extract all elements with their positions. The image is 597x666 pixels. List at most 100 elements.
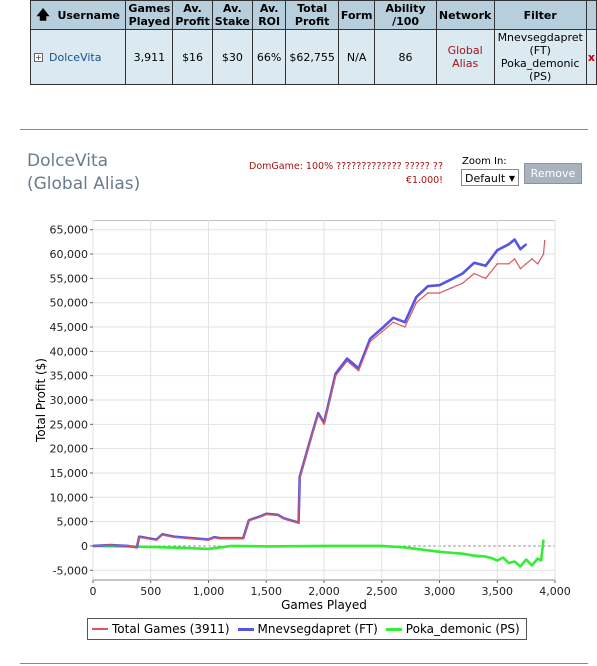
- data-point-ps: [502, 556, 504, 559]
- zoom-select[interactable]: Default ▼: [461, 169, 519, 186]
- legend-swatch-ps: [385, 627, 402, 631]
- data-point-total: [392, 321, 395, 323]
- data-point-total: [484, 277, 487, 280]
- data-point-ft: [392, 317, 395, 319]
- data-point-ft: [346, 357, 348, 360]
- cell-games-played: 3,911: [125, 29, 174, 85]
- y-tick-label: 55,000: [50, 272, 89, 285]
- data-point-total: [473, 272, 475, 275]
- data-point-total: [126, 545, 129, 547]
- username-link[interactable]: DolceVita: [49, 50, 102, 64]
- data-point-total: [219, 537, 221, 540]
- chart-grid: [92, 220, 556, 581]
- legend-label-total: Total Games (3911): [112, 622, 230, 636]
- cell-form: N/A: [337, 29, 376, 85]
- data-point-ft: [473, 262, 475, 264]
- data-point-ps: [542, 539, 545, 541]
- data-point-ps: [508, 562, 510, 564]
- cell-av-stake: $30: [211, 29, 253, 85]
- data-point-ft: [513, 238, 516, 241]
- column-header-username[interactable]: 🡅 Username: [29, 0, 127, 30]
- data-point-total: [531, 258, 533, 260]
- series-line-total: [92, 240, 546, 548]
- data-point-total: [438, 292, 441, 294]
- data-point-ft: [484, 264, 487, 267]
- sort-up-arrow-icon[interactable]: 🡅: [36, 7, 50, 23]
- remove-button[interactable]: Remove: [524, 163, 582, 184]
- network-link[interactable]: Global Alias: [447, 44, 483, 70]
- chevron-down-icon: ▼: [508, 174, 515, 183]
- y-tick-label: 60,000: [50, 248, 89, 261]
- expand-plus-icon[interactable]: +: [34, 53, 43, 62]
- data-point-ps: [496, 559, 499, 562]
- y-axis-label: Total Profit ($): [34, 358, 48, 443]
- data-point-ps: [540, 559, 542, 562]
- legend-label-ft: Mnevsegdapret (FT): [257, 622, 378, 636]
- data-point-total: [346, 360, 348, 362]
- data-point-ps: [519, 565, 522, 568]
- data-point-ps: [427, 549, 429, 552]
- chart-legend: Total Games (3911) Mnevsegdapret (FT) Po…: [87, 618, 527, 640]
- data-point-ft: [415, 296, 418, 298]
- data-point-total: [317, 413, 320, 416]
- cell-username: + DolceVita: [29, 29, 127, 85]
- data-point-ft: [519, 248, 522, 250]
- data-point-ps: [450, 552, 452, 554]
- data-point-total: [508, 263, 510, 265]
- data-point-total: [323, 423, 325, 426]
- data-point-total: [265, 513, 268, 516]
- data-point-total: [450, 287, 452, 289]
- y-tick-label: 25,000: [50, 418, 89, 431]
- data-point-total: [242, 537, 244, 540]
- legend-swatch-ft: [237, 627, 254, 631]
- data-point-ft: [525, 243, 527, 246]
- cell-network: Global Alias: [435, 29, 495, 85]
- cell-ability: 86: [374, 29, 437, 85]
- data-point-total: [415, 301, 418, 304]
- data-point-ps: [323, 545, 325, 547]
- data-point-total: [513, 258, 516, 260]
- x-tick-label: 3,500: [482, 585, 514, 598]
- data-point-ft: [381, 327, 383, 330]
- data-point-total: [213, 536, 216, 539]
- section-divider-top: [20, 129, 588, 130]
- column-header-form[interactable]: Form: [337, 0, 376, 30]
- column-header-av-stake[interactable]: Av. Stake: [211, 0, 253, 30]
- column-header-av-profit[interactable]: Av. Profit: [172, 0, 213, 30]
- data-point-total: [369, 340, 372, 343]
- data-point-total: [136, 546, 138, 549]
- column-header-filter: Filter: [493, 0, 587, 30]
- column-header-total-profit[interactable]: Total Profit: [285, 0, 339, 30]
- data-point-ps: [404, 546, 406, 549]
- data-point-ps: [207, 548, 210, 550]
- x-tick-label: 1,500: [251, 585, 283, 598]
- y-tick-label: 35,000: [50, 370, 89, 383]
- profile-title: DolceVita: [27, 151, 109, 171]
- cell-av-profit: $16: [172, 29, 213, 85]
- legend-label-ps: Poka_demonic (PS): [405, 622, 520, 636]
- y-tick-label: 15,000: [50, 467, 89, 480]
- column-header-network[interactable]: Network: [435, 0, 495, 30]
- remove-filter-x-icon[interactable]: x: [587, 50, 595, 64]
- x-tick-label: 2,500: [366, 585, 398, 598]
- column-header-av-roi[interactable]: Av. ROI: [251, 0, 287, 30]
- data-point-total: [381, 331, 383, 333]
- column-header-games-played[interactable]: Games Played: [125, 0, 174, 30]
- data-point-total: [259, 516, 262, 518]
- data-point-total: [173, 536, 175, 538]
- x-tick-label: 500: [140, 585, 161, 598]
- data-point-ps: [265, 545, 268, 548]
- y-tick-label: 30,000: [50, 394, 89, 407]
- data-point-ps: [490, 557, 493, 559]
- promo-note[interactable]: DomGame: 100% ????????????? ????? ?? €1.…: [249, 161, 443, 186]
- data-point-ft: [427, 285, 429, 287]
- data-point-total: [496, 263, 499, 265]
- data-point-total: [311, 433, 314, 435]
- data-point-total: [161, 534, 164, 536]
- x-tick-label: 3,000: [424, 585, 456, 598]
- data-point-ps: [525, 558, 527, 561]
- y-tick-label: 50,000: [50, 297, 89, 310]
- y-tick-label: 45,000: [50, 321, 89, 334]
- y-tick-label: 0: [81, 540, 88, 553]
- column-header-ability[interactable]: Ability /100: [374, 0, 437, 30]
